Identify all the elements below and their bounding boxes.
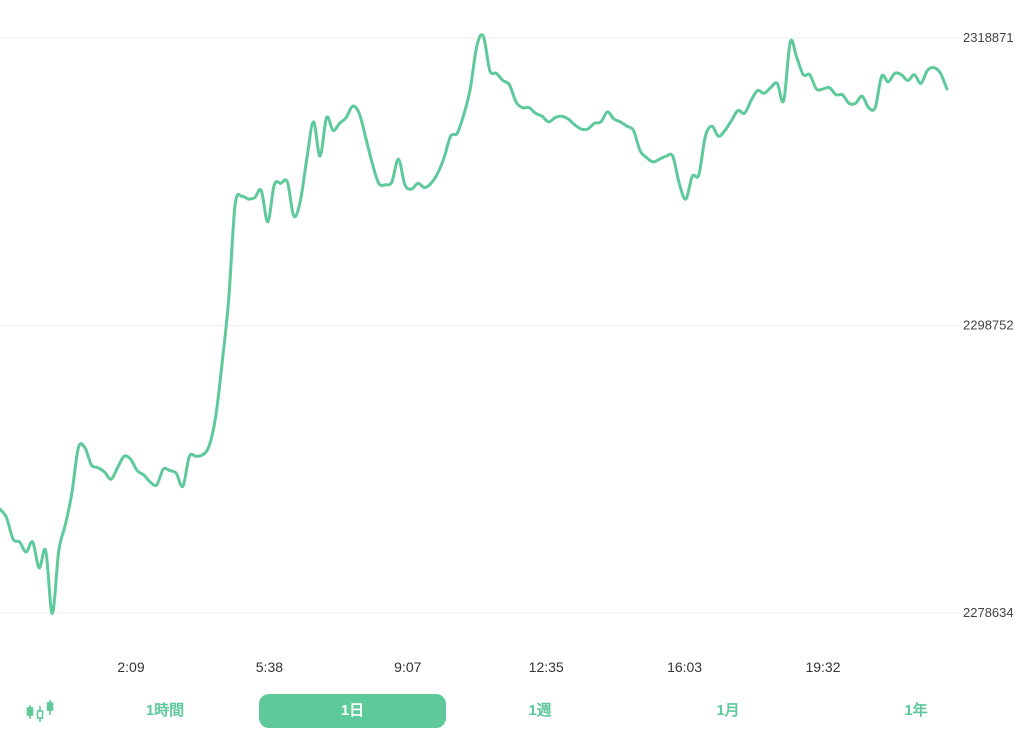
x-tick-label: 2:09 [117,659,144,675]
y-tick-label: 2278634 [963,605,1014,620]
tab-1-hour[interactable]: 1時間 [145,702,185,719]
x-tick-label: 12:35 [529,659,564,675]
tab-1-year[interactable]: 1年 [904,702,928,719]
candlestick-icon[interactable] [22,696,58,726]
x-tick-label: 16:03 [667,659,702,675]
price-chart: 2318871 2298752 2278634 2:09 5:38 9:07 12:35 1… [0,30,1014,675]
price-line [0,33,949,615]
x-axis: 2:09 5:38 9:07 12:35 16:03 19:32 [117,659,840,675]
chart-gridlines [0,37,960,614]
tab-1-day[interactable]: 1日 [259,694,446,728]
y-tick-label: 2318871 [963,30,1014,45]
x-tick-label: 9:07 [394,659,421,675]
tab-1-week[interactable]: 1週 [528,702,552,719]
timeframe-tab-bar: 1時間 1日 1週 1月 1年 [0,690,1024,740]
y-axis: 2318871 2298752 2278634 [963,30,1014,620]
x-tick-label: 5:38 [256,659,283,675]
y-tick-label: 2298752 [963,318,1014,333]
x-tick-label: 19:32 [805,659,840,675]
tab-1-month[interactable]: 1月 [716,702,740,719]
